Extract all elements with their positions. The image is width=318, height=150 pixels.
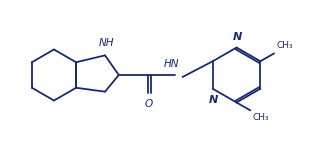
Text: CH₃: CH₃ — [276, 41, 293, 50]
Text: N: N — [209, 95, 218, 105]
Text: CH₃: CH₃ — [252, 113, 269, 122]
Text: NH: NH — [98, 39, 114, 48]
Text: O: O — [144, 99, 152, 109]
Text: N: N — [233, 32, 242, 42]
Text: HN: HN — [164, 59, 179, 69]
